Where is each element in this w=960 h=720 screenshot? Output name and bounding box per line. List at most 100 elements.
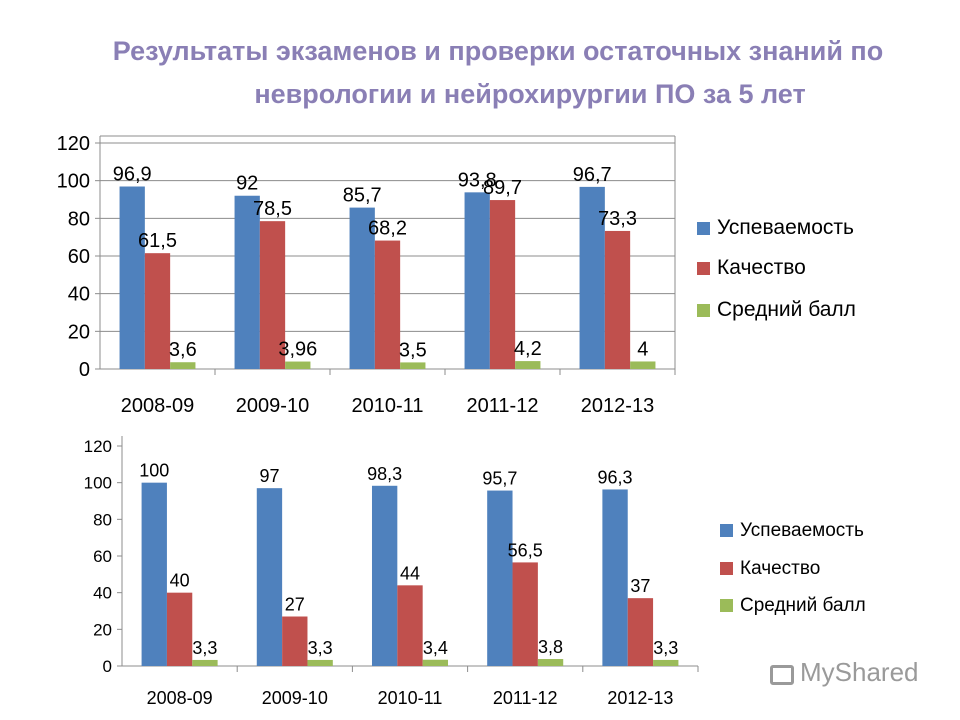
watermark-logo: MyShared	[770, 657, 919, 688]
bar	[537, 659, 564, 666]
x-tick-label: 2011-12	[493, 688, 558, 708]
data-label: 3,96	[278, 339, 317, 361]
bar	[602, 489, 628, 666]
data-label: 96,3	[598, 467, 633, 487]
bar	[489, 200, 516, 369]
data-label: 3,6	[169, 339, 197, 361]
data-label: 3,8	[538, 637, 563, 657]
legend-swatch	[697, 262, 710, 275]
bar	[166, 592, 193, 666]
legend-entry: Успеваемость	[740, 520, 864, 541]
data-label: 95,7	[482, 469, 517, 489]
data-label: 27	[285, 595, 305, 615]
bar	[400, 362, 426, 369]
data-label: 3,3	[653, 638, 678, 658]
bar	[604, 230, 631, 369]
bar	[285, 361, 311, 369]
y-tick-label: 120	[57, 133, 90, 155]
bar	[374, 240, 401, 369]
data-label: 97	[259, 466, 279, 486]
bar	[170, 362, 196, 369]
data-label: 85,7	[343, 185, 382, 207]
bar	[487, 490, 513, 666]
data-label: 100	[139, 461, 169, 481]
x-tick-label: 2008-09	[121, 395, 194, 417]
y-tick-label: 120	[84, 437, 112, 456]
page-title-line1: Результаты экзаменов и проверки остаточн…	[112, 36, 884, 66]
bar	[256, 488, 283, 666]
watermark-text: MyShared	[800, 657, 919, 687]
y-tick-label: 0	[103, 657, 112, 676]
data-label: 37	[630, 576, 650, 596]
legend-entry: Качество	[717, 256, 806, 279]
data-label: 3,3	[308, 638, 333, 658]
bar	[627, 598, 654, 666]
y-tick-label: 0	[79, 359, 90, 381]
bar	[282, 616, 308, 666]
data-label: 96,9	[113, 164, 152, 186]
legend-swatch	[720, 599, 733, 612]
legend-swatch	[720, 562, 733, 575]
data-label: 4	[637, 338, 648, 360]
legend-swatch	[720, 524, 733, 537]
data-label: 89,7	[483, 177, 522, 199]
data-label: 40	[170, 571, 190, 591]
x-tick-label: 2011-12	[467, 395, 539, 417]
bar	[141, 482, 167, 666]
bar	[422, 659, 449, 666]
legend-entry: Качество	[740, 558, 820, 579]
x-tick-label: 2008-09	[147, 688, 213, 708]
data-label: 73,3	[598, 208, 637, 230]
data-label: 68,2	[368, 218, 407, 240]
monitor-icon	[770, 665, 794, 685]
y-tick-label: 80	[93, 510, 112, 529]
y-tick-label: 20	[93, 620, 112, 639]
data-label: 4,2	[514, 338, 542, 360]
data-label: 3,5	[399, 339, 427, 361]
data-label: 98,3	[367, 464, 402, 484]
bar	[653, 659, 679, 666]
x-tick-label: 2009-10	[262, 688, 328, 708]
x-tick-label: 2012-13	[607, 688, 673, 708]
x-tick-label: 2012-13	[581, 395, 654, 417]
bar	[512, 562, 538, 666]
data-label: 56,5	[508, 540, 543, 560]
y-tick-label: 100	[57, 171, 90, 193]
data-label: 93,8	[458, 169, 497, 191]
x-tick-label: 2010-11	[352, 395, 424, 417]
bar	[192, 659, 218, 666]
y-tick-label: 60	[68, 246, 90, 268]
y-tick-label: 40	[68, 284, 90, 306]
bar	[515, 361, 541, 369]
bar	[630, 361, 656, 369]
y-tick-label: 80	[68, 208, 90, 230]
bar	[144, 253, 171, 369]
bar	[307, 659, 333, 666]
bar	[119, 186, 145, 369]
bar	[371, 485, 398, 666]
bar	[259, 221, 286, 369]
data-label: 3,3	[192, 638, 217, 658]
data-label: 92	[236, 173, 258, 195]
legend-swatch	[697, 304, 710, 317]
y-tick-label: 40	[93, 584, 112, 603]
page-title-line2: неврологии и нейрохирургии ПО за 5 лет	[254, 79, 806, 109]
bar	[349, 207, 375, 369]
legend-entry: Успеваемость	[717, 216, 854, 239]
legend-swatch	[697, 222, 710, 235]
y-tick-label: 100	[84, 474, 112, 493]
legend-entry: Средний балл	[717, 298, 856, 321]
bar	[397, 585, 423, 666]
bar	[464, 192, 490, 369]
data-label: 96,7	[573, 164, 612, 186]
data-label: 3,4	[423, 638, 448, 658]
bar	[234, 195, 260, 369]
data-label: 61,5	[138, 230, 177, 252]
x-tick-label: 2010-11	[378, 688, 443, 708]
data-label: 44	[400, 563, 420, 583]
y-tick-label: 20	[68, 321, 90, 343]
x-tick-label: 2009-10	[236, 395, 309, 417]
bar	[579, 186, 605, 369]
